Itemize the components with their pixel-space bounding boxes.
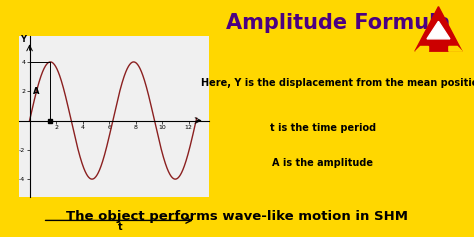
Polygon shape xyxy=(415,46,428,51)
Polygon shape xyxy=(449,46,462,51)
Text: t is the time period: t is the time period xyxy=(270,123,376,133)
Text: The object performs wave-like motion in SHM: The object performs wave-like motion in … xyxy=(66,210,408,223)
Text: A is the amplitude: A is the amplitude xyxy=(272,158,374,168)
Text: Amplitude Formula: Amplitude Formula xyxy=(226,13,451,33)
Polygon shape xyxy=(427,21,450,39)
Text: t: t xyxy=(118,222,122,232)
Text: Y: Y xyxy=(20,36,26,45)
Text: Here, Y is the displacement from the mean position: Here, Y is the displacement from the mea… xyxy=(201,78,474,88)
Text: A: A xyxy=(33,87,39,96)
Polygon shape xyxy=(415,7,462,51)
